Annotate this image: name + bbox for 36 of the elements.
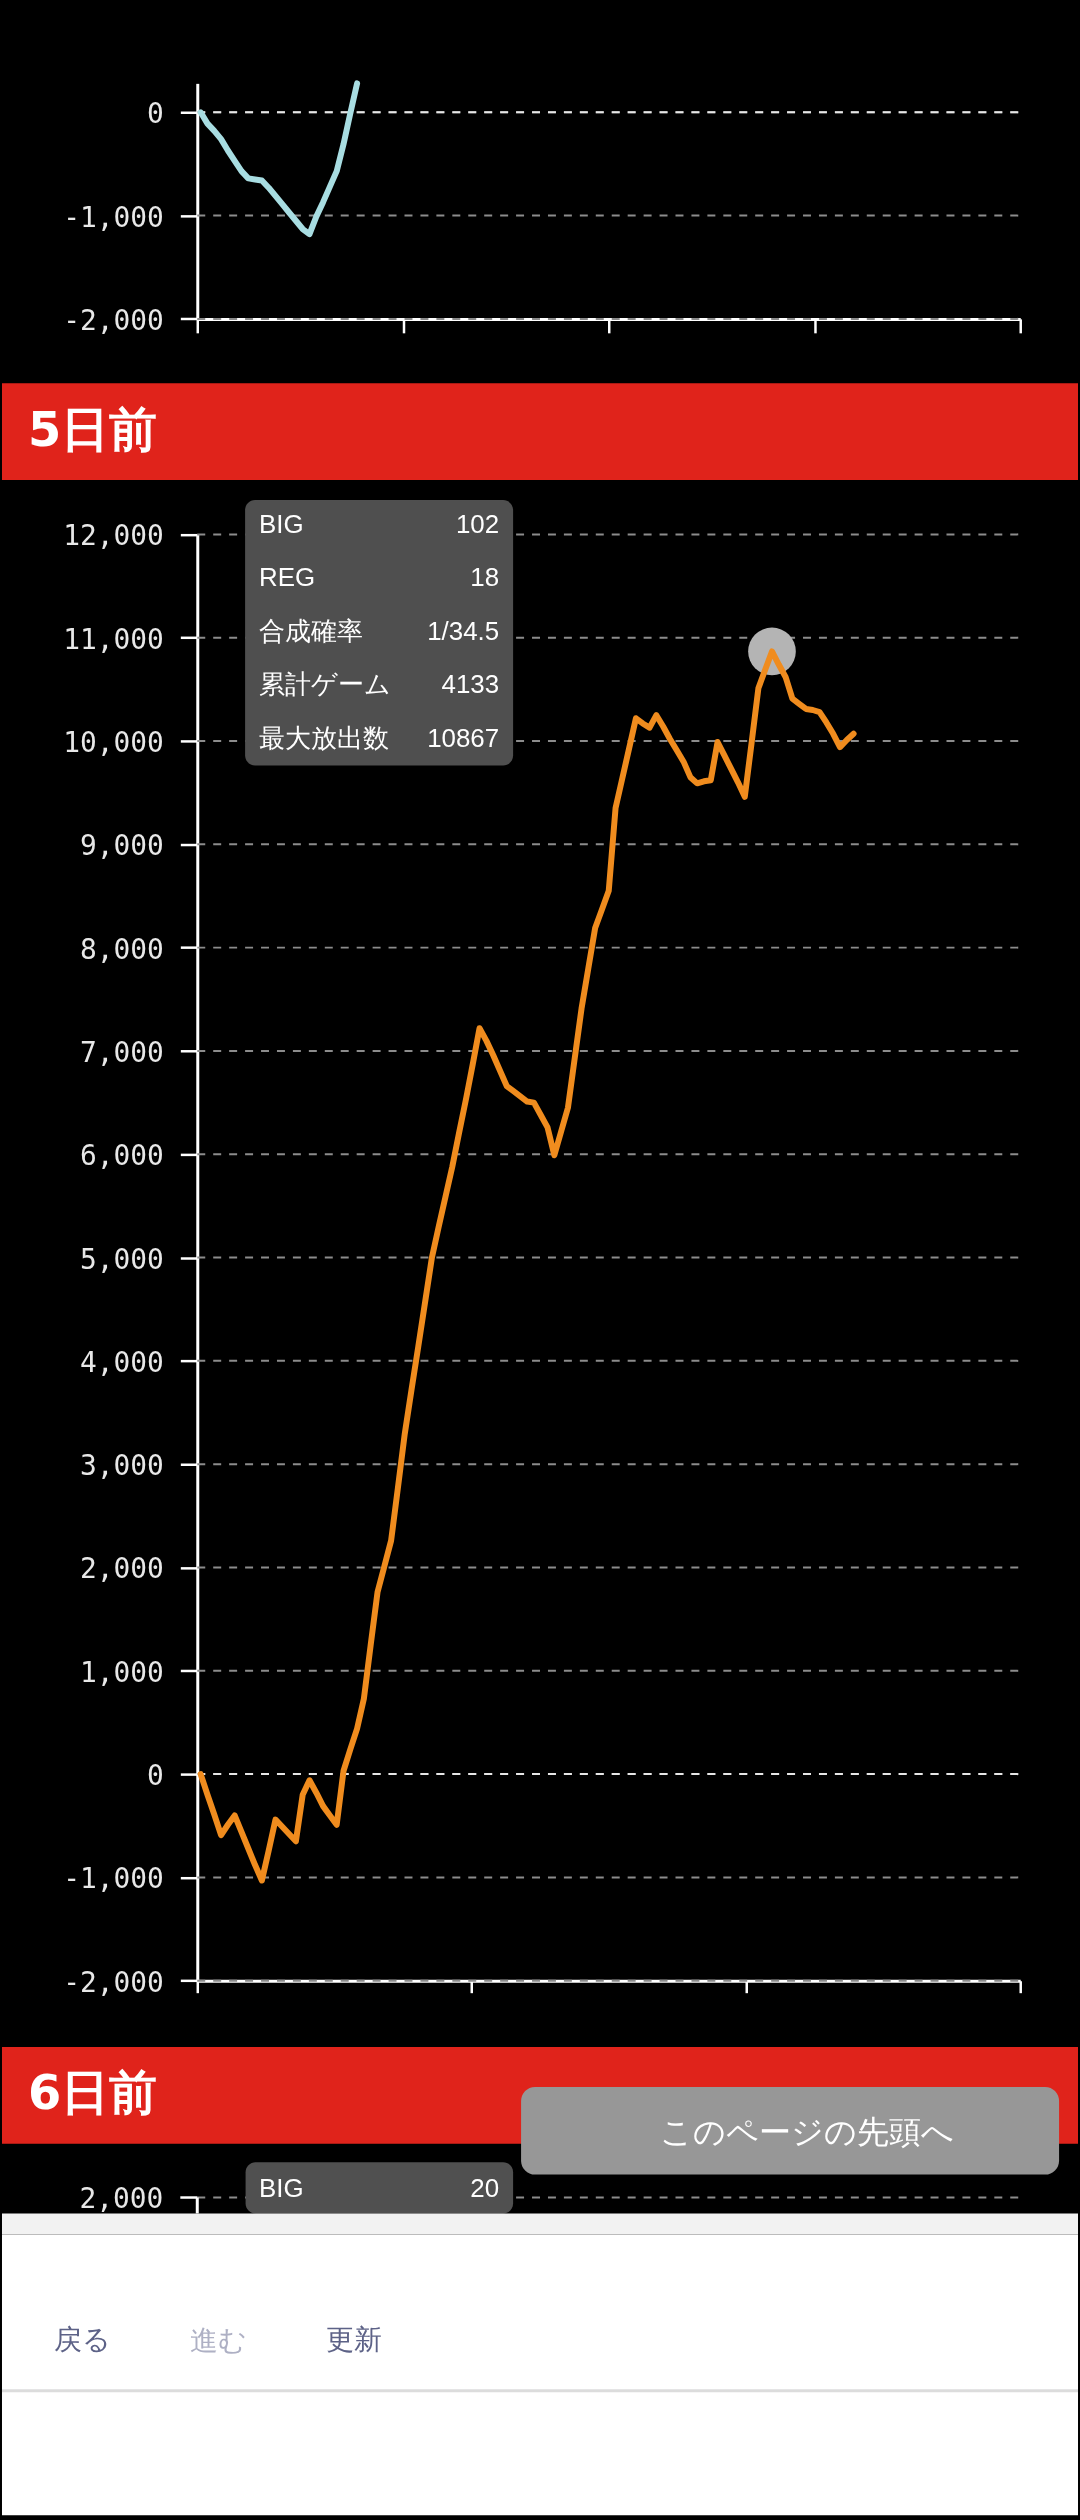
annotation: BIG <box>259 509 304 538</box>
text: 更新 <box>325 2322 382 2356</box>
y-tick-label: -1,000 <box>63 200 164 234</box>
y-tick-label: 1,000 <box>79 1655 164 1689</box>
y-tick-label: -1,000 <box>63 1862 164 1896</box>
y-tick-label: 0 <box>147 1759 164 1793</box>
y-tick-label: 2,000 <box>79 1552 164 1586</box>
y-tick-label: 6,000 <box>79 1139 164 1173</box>
text: 6日前 <box>27 2065 158 2121</box>
text: 進む <box>189 2323 247 2357</box>
y-tick-label: 10,000 <box>63 725 164 759</box>
y-tick-label: 3,000 <box>79 1449 164 1483</box>
y-tick-label: -2,000 <box>63 303 164 337</box>
y-tick-label: 0 <box>147 97 164 131</box>
annotation: 累計ゲーム <box>259 670 392 699</box>
text: BIG <box>259 2173 304 2202</box>
y-tick-label: 11,000 <box>63 622 164 656</box>
y-tick-label: 12,000 <box>63 519 164 553</box>
annotation: REG <box>259 563 316 592</box>
text: このページの先頭へ <box>659 2112 954 2151</box>
y-tick-label: 4,000 <box>79 1345 164 1379</box>
y-tick-label: 9,000 <box>79 829 164 863</box>
annotation: 合成確率 <box>259 616 364 645</box>
y-tick-label: 7,000 <box>79 1035 164 1069</box>
annotation: 102 <box>455 509 500 538</box>
text: 20 <box>470 2173 500 2202</box>
annotation: 18 <box>470 563 500 592</box>
annotation: 10867 <box>427 723 500 752</box>
annotation: 最大放出数 <box>259 723 390 752</box>
annotation: 1/34.5 <box>427 616 500 645</box>
y-tick-label: -2,000 <box>63 1965 164 1999</box>
chart-title: 5日前 <box>27 401 158 457</box>
y-tick-label: 5,000 <box>79 1242 164 1276</box>
y-tick-label: 8,000 <box>79 932 164 966</box>
annotation: 4133 <box>441 670 500 699</box>
text: 戻る <box>54 2322 112 2356</box>
